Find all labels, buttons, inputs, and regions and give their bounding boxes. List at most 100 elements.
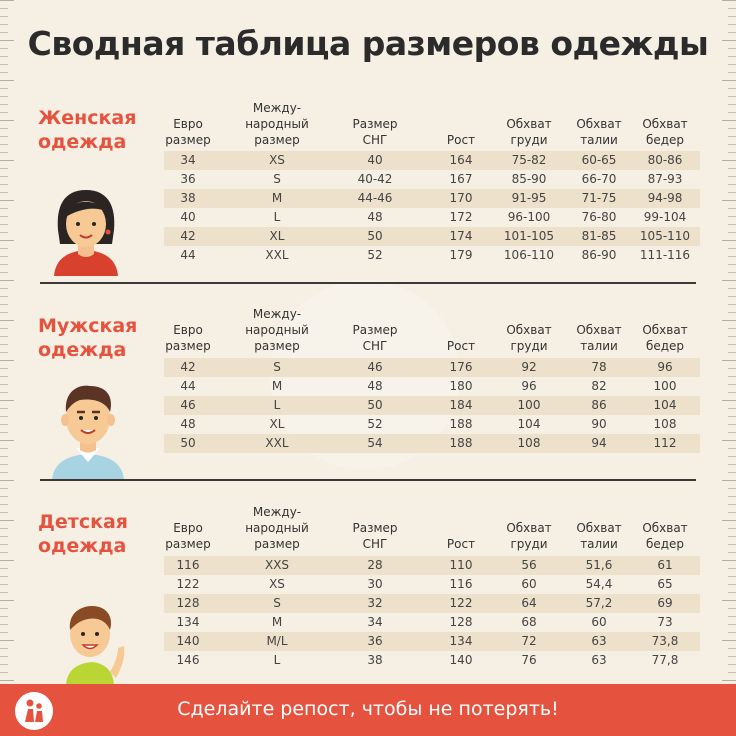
header-cis: Размер СНГ: [342, 116, 408, 148]
table-row: 46 L 50 184 100 86 104: [164, 396, 700, 415]
table-cell: 60: [521, 577, 537, 591]
header-euro: Евро размер: [164, 322, 212, 354]
table-cell: 170: [449, 191, 473, 205]
category-line: одежда: [38, 339, 127, 361]
table-cell: S: [273, 360, 281, 374]
header-line: Рост: [446, 339, 476, 353]
table-cell: L: [273, 653, 281, 667]
table-cell: 60: [591, 615, 607, 629]
table-row: 38 M 44-46 170 91-95 71-75 94-98: [164, 189, 700, 208]
table-cell: 54: [367, 436, 383, 450]
header-line: народный: [245, 323, 309, 337]
table-cell: 164: [449, 153, 473, 167]
table-cell: 174: [449, 229, 473, 243]
table-cell: 86-90: [581, 248, 617, 262]
table-cell: 104: [517, 417, 541, 431]
table-cell: 73,8: [651, 634, 679, 648]
header-line: Евро: [173, 117, 203, 131]
header-line: СНГ: [362, 537, 388, 551]
women-category-label: Женская одежда: [38, 106, 136, 154]
header-chest: Обхват груди: [494, 116, 564, 148]
header-line: Обхват: [642, 521, 688, 535]
table-cell: XXL: [265, 248, 289, 262]
table-cell: 184: [449, 398, 473, 412]
table-cell: 36: [367, 634, 383, 648]
table-cell: M: [271, 379, 283, 393]
header-line: размер: [165, 133, 211, 147]
section-divider: [40, 282, 696, 284]
table-cell: 100: [517, 398, 541, 412]
table-row: 50 XXL 54 188 108 94 112: [164, 434, 700, 453]
table-row: 134 M 34 128 68 60 73: [164, 613, 700, 632]
table-row: 42 XL 50 174 101-105 81-85 105-110: [164, 227, 700, 246]
table-cell: 60-65: [581, 153, 617, 167]
header-line: Обхват: [576, 117, 622, 131]
table-cell: 91-95: [511, 191, 547, 205]
table-cell: L: [273, 210, 281, 224]
table-cell: 48: [180, 417, 196, 431]
header-intl: Между-народный размер: [239, 504, 315, 552]
table-cell: XS: [269, 577, 285, 591]
table-cell: 77,8: [651, 653, 679, 667]
header-line: народный: [245, 117, 309, 131]
footer-repost-text: Сделайте репост, чтобы не потерять!: [177, 698, 559, 720]
header-line: Между-: [252, 101, 302, 115]
table-cell: 128: [449, 615, 473, 629]
table-cell: XXL: [265, 436, 289, 450]
table-cell: 82: [591, 379, 607, 393]
table-cell: 46: [180, 398, 196, 412]
table-cell: 105-110: [639, 229, 691, 243]
header-line: размер: [254, 133, 300, 147]
header-height: Рост: [426, 132, 496, 148]
table-row: 140 M/L 36 134 72 63 73,8: [164, 632, 700, 651]
header-line: Обхват: [506, 521, 552, 535]
category-line: Женская: [38, 107, 137, 129]
table-cell: 68: [521, 615, 537, 629]
table-cell: 63: [591, 634, 607, 648]
woman-avatar-icon: [54, 190, 118, 276]
header-waist: Обхват талии: [564, 116, 634, 148]
header-line: Обхват: [576, 323, 622, 337]
table-cell: 108: [517, 436, 541, 450]
table-cell: 54,4: [585, 577, 613, 591]
table-cell: 76-80: [581, 210, 617, 224]
header-line: размер: [254, 339, 300, 353]
table-row: 128 S 32 122 64 57,2 69: [164, 594, 700, 613]
table-cell: 122: [449, 596, 473, 610]
table-cell: 66-70: [581, 172, 617, 186]
table-cell: XL: [269, 417, 285, 431]
table-row: 44 M 48 180 96 82 100: [164, 377, 700, 396]
table-cell: 38: [367, 653, 383, 667]
table-cell: 122: [176, 577, 200, 591]
table-cell: 96-100: [507, 210, 551, 224]
table-cell: S: [273, 596, 281, 610]
table-cell: 52: [367, 248, 383, 262]
category-line: одежда: [38, 131, 127, 153]
table-cell: 86: [591, 398, 607, 412]
table-cell: 167: [449, 172, 473, 186]
table-cell: 32: [367, 596, 383, 610]
header-line: Обхват: [506, 117, 552, 131]
header-line: Евро: [173, 521, 203, 535]
header-hips: Обхват бедер: [630, 322, 700, 354]
table-cell: 28: [367, 558, 383, 572]
header-height: Рост: [426, 338, 496, 354]
table-cell: 30: [367, 577, 383, 591]
table-cell: 69: [657, 596, 673, 610]
table-cell: 64: [521, 596, 537, 610]
table-row: 116 XXS 28 110 56 51,6 61: [164, 556, 700, 575]
table-cell: 94: [591, 436, 607, 450]
table-cell: 71-75: [581, 191, 617, 205]
table-cell: 50: [367, 398, 383, 412]
table-cell: 90: [591, 417, 607, 431]
table-cell: 46: [367, 360, 383, 374]
table-cell: 50: [367, 229, 383, 243]
child-avatar-icon: [66, 606, 125, 684]
table-cell: 52: [367, 417, 383, 431]
brand-logo-icon: [15, 692, 53, 730]
table-cell: 140: [449, 653, 473, 667]
table-cell: 40: [367, 153, 383, 167]
table-cell: S: [273, 172, 281, 186]
table-cell: 101-105: [503, 229, 555, 243]
header-height: Рост: [426, 536, 496, 552]
